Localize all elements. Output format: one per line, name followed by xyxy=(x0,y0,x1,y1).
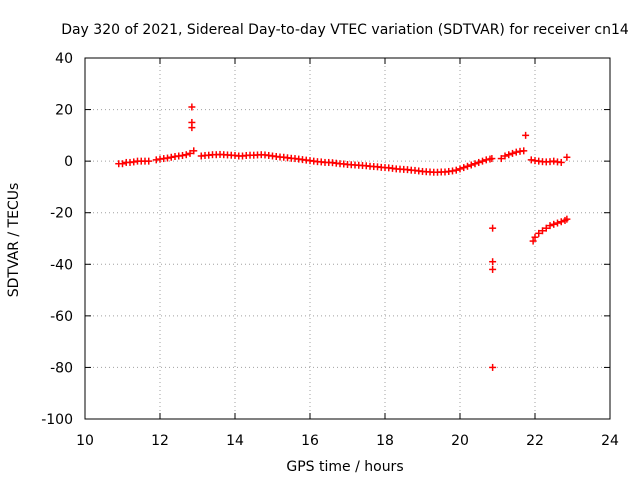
x-tick-label: 22 xyxy=(526,433,544,449)
x-tick-label: 10 xyxy=(76,433,94,449)
data-point xyxy=(467,161,475,169)
x-tick-label: 14 xyxy=(226,433,244,449)
data-point xyxy=(563,215,571,223)
data-point xyxy=(449,167,456,175)
data-point xyxy=(531,233,539,241)
data-point xyxy=(512,148,520,156)
data-point xyxy=(489,258,497,266)
y-axis-label: SDTVAR / TECUs xyxy=(6,183,22,298)
axis-ticks: 10 12 14 16 18 20 22 24 -100 -80 -60 -40 -20 0 20 40 xyxy=(41,51,619,449)
data-point xyxy=(188,124,196,132)
data-point xyxy=(452,166,460,174)
data-point xyxy=(488,155,496,163)
data-point xyxy=(554,219,561,227)
data-point xyxy=(557,158,565,166)
data-point xyxy=(456,165,464,173)
data-point xyxy=(542,224,550,232)
x-tick-label: 18 xyxy=(376,433,394,449)
data-point xyxy=(546,222,554,230)
x-tick-label: 16 xyxy=(301,433,319,449)
data-point xyxy=(471,160,479,168)
data-point xyxy=(164,154,171,162)
data-point xyxy=(489,363,497,371)
x-tick-label: 12 xyxy=(151,433,169,449)
data-point xyxy=(179,151,186,159)
data-point xyxy=(509,149,516,157)
plot-frame xyxy=(84,57,611,420)
data-point xyxy=(475,158,483,166)
data-point xyxy=(186,149,194,157)
data-point xyxy=(550,220,558,228)
data-point xyxy=(489,265,497,273)
data-point xyxy=(522,131,530,139)
data-point xyxy=(188,103,196,111)
data-point xyxy=(130,158,138,166)
data-point xyxy=(190,147,198,155)
data-point xyxy=(482,156,490,164)
data-point xyxy=(479,157,486,165)
y-tick-label: 0 xyxy=(64,154,73,170)
y-tick-label: -40 xyxy=(50,257,73,273)
data-point xyxy=(145,157,153,165)
data-point xyxy=(501,152,509,160)
y-tick-label: -20 xyxy=(50,206,73,222)
data-point xyxy=(119,160,126,168)
data-point xyxy=(505,151,513,159)
data-points xyxy=(115,103,571,371)
y-tick-label: 20 xyxy=(55,103,73,119)
x-tick-label: 24 xyxy=(601,433,619,449)
x-tick-label: 20 xyxy=(451,433,469,449)
data-point xyxy=(539,227,546,235)
data-point xyxy=(152,156,160,164)
data-point xyxy=(182,151,190,159)
data-point xyxy=(557,218,565,226)
data-point xyxy=(529,237,537,245)
data-point xyxy=(520,147,528,155)
data-point xyxy=(563,153,571,161)
y-tick-label: 40 xyxy=(55,51,73,67)
data-point xyxy=(489,224,497,232)
chart-title: Day 320 of 2021, Sidereal Day-to-day VTE… xyxy=(61,22,629,38)
data-point xyxy=(527,156,535,164)
data-point xyxy=(497,155,505,163)
y-tick-label: -80 xyxy=(50,360,73,376)
y-tick-label: -100 xyxy=(41,412,73,428)
data-point xyxy=(460,164,468,172)
y-tick-label: -60 xyxy=(50,309,73,325)
data-point xyxy=(167,153,175,161)
x-axis-label: GPS time / hours xyxy=(286,459,403,475)
data-point xyxy=(535,229,543,237)
data-point xyxy=(464,162,471,170)
data-point xyxy=(550,157,558,165)
